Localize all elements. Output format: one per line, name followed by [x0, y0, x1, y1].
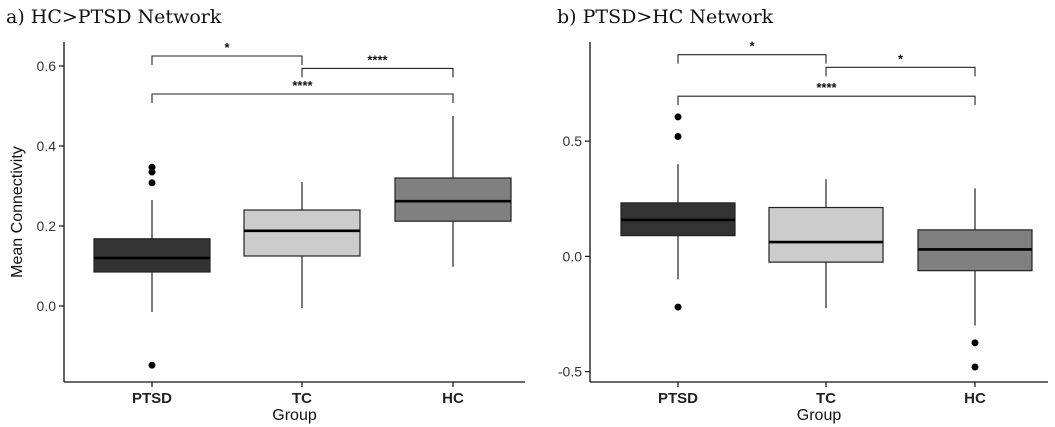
- panel-b-y-tick-label: 0.5: [563, 133, 583, 149]
- panel-b-y-tick-label: -0.5: [558, 364, 582, 380]
- panel-a-box-ptsd-outlier: [148, 361, 156, 369]
- panel-a-box-ptsd-outlier: [148, 168, 156, 176]
- panel-a-significance-bracket-3: [151, 93, 454, 103]
- panel-a-x-tick-label-hc: HC: [442, 390, 464, 407]
- panel-a-box-ptsd-iqr: [93, 238, 211, 273]
- panel-a-y-tick-label: 0.4: [37, 138, 57, 154]
- panel-b-box-tc-iqr: [768, 206, 884, 263]
- panel-b-box-hc-outlier: [971, 363, 979, 371]
- panel-b-y-tick-label: 0.0: [563, 248, 583, 264]
- panel-b-box-ptsd-outlier: [674, 113, 682, 121]
- panel-b-significance-bracket-2: [825, 66, 976, 77]
- panel-b-significance-label-1: *: [749, 39, 755, 54]
- panel-b-significance-bracket-3: [677, 95, 976, 106]
- panel-b-significance-bracket-1: [677, 54, 827, 64]
- panel-b-significance-label-3: ****: [816, 80, 837, 95]
- panel-a-box-hc-iqr: [394, 177, 512, 222]
- panel-b-x-axis-title: Group: [797, 407, 842, 424]
- panel-a-significance-bracket-2: [301, 67, 454, 78]
- panel-a-x-tick-label-tc: TC: [292, 390, 312, 407]
- panel-a-significance-bracket-1: [151, 55, 303, 65]
- panel-a-y-axis-title: Mean Connectivity: [9, 146, 26, 278]
- panel-a-box-ptsd-outlier: [148, 163, 156, 171]
- panel-a-box-ptsd-outlier: [148, 179, 156, 187]
- panel-a-title: a) HC>PTSD Network: [6, 6, 222, 28]
- panel-a-x-axis-title: Group: [272, 407, 317, 424]
- panel-a-significance-label-3: ****: [292, 78, 313, 93]
- panel-a-significance-label-1: *: [224, 40, 230, 55]
- panel-a-box-tc-iqr: [243, 209, 361, 257]
- panel-a-y-tick-label: 0.6: [37, 58, 57, 74]
- panel-a-significance-label-2: ****: [367, 52, 388, 67]
- panel-a-y-tick-label: 0.2: [37, 218, 57, 234]
- panel-b-box-ptsd-outlier: [674, 133, 682, 141]
- panel-b-x-tick-label-hc: HC: [964, 390, 986, 407]
- panel-a-x-tick-label-ptsd: PTSD: [132, 390, 172, 407]
- panel-b-x-tick-label-tc: TC: [816, 390, 836, 407]
- panel-b-significance-label-2: *: [898, 51, 904, 66]
- panel-b-box-ptsd-outlier: [674, 303, 682, 311]
- panel-b-title: b) PTSD>HC Network: [557, 6, 774, 28]
- panel-a-y-tick-label: 0.0: [37, 298, 57, 314]
- panel-b-x-tick-label-ptsd: PTSD: [658, 390, 698, 407]
- panel-b-box-hc-outlier: [971, 339, 979, 347]
